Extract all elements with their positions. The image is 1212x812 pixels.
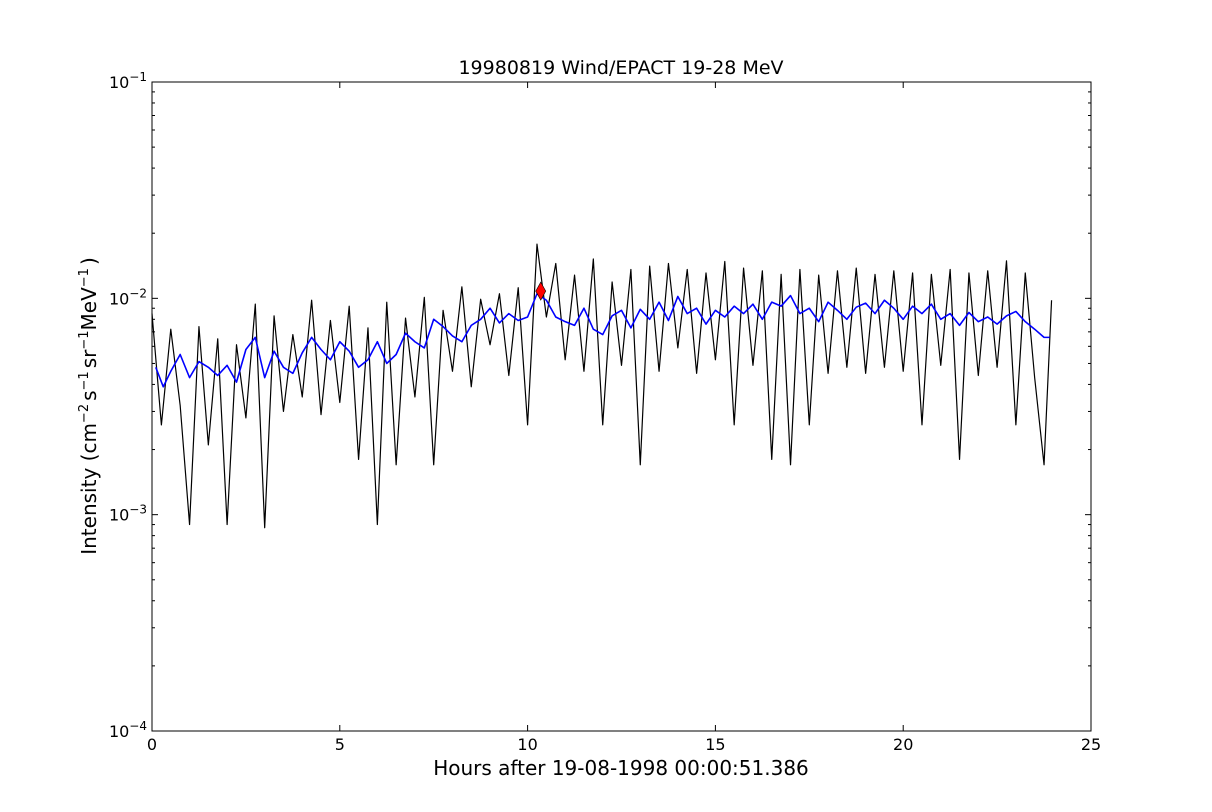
x-axis-label: Hours after 19-08-1998 00:00:51.386 [433, 756, 809, 780]
plot-frame [151, 81, 1092, 732]
y-label-exp-sr: −1 [77, 330, 92, 349]
x-tick-labels: 0 5 10 15 20 25 [147, 735, 1101, 754]
plot-background [152, 82, 1091, 731]
marker-group [535, 281, 547, 301]
chart-title: 19980819 Wind/EPACT 19-28 MeV [458, 57, 783, 79]
tick-group [151, 81, 1092, 732]
plot-area [151, 81, 1092, 732]
y-tick-labels: 10−4 10−3 10−2 10−1 [109, 70, 147, 741]
y-tick-label: 10−4 [109, 719, 147, 741]
series-group [151, 243, 1053, 529]
y-label-suffix: ) [77, 257, 101, 265]
y-label-exp-cm: −2 [77, 404, 92, 423]
series-line-1 [151, 243, 1053, 529]
y-label-exp-s: −1 [77, 371, 92, 390]
y-tick-label: 10−3 [109, 503, 147, 525]
series-line-2 [155, 292, 1050, 388]
y-tick-label: 10−1 [109, 70, 147, 92]
x-tick-label: 15 [705, 735, 725, 754]
y-label-prefix: Intensity (cm [77, 423, 101, 555]
y-tick-label: 10−2 [109, 286, 147, 308]
y-label-sr: sr [77, 349, 101, 368]
x-tick-label: 0 [147, 735, 157, 754]
x-tick-label: 25 [1081, 735, 1101, 754]
x-tick-label: 10 [517, 735, 537, 754]
y-label-exp-mev: −1 [77, 268, 92, 287]
y-label-s: s [77, 390, 101, 400]
y-axis-label: Intensity (cm−2s−1sr−1MeV−1) [77, 257, 101, 555]
x-tick-label: 5 [335, 735, 345, 754]
y-label-mev: MeV [77, 287, 101, 331]
peak-marker [535, 281, 547, 301]
x-tick-label: 20 [893, 735, 913, 754]
